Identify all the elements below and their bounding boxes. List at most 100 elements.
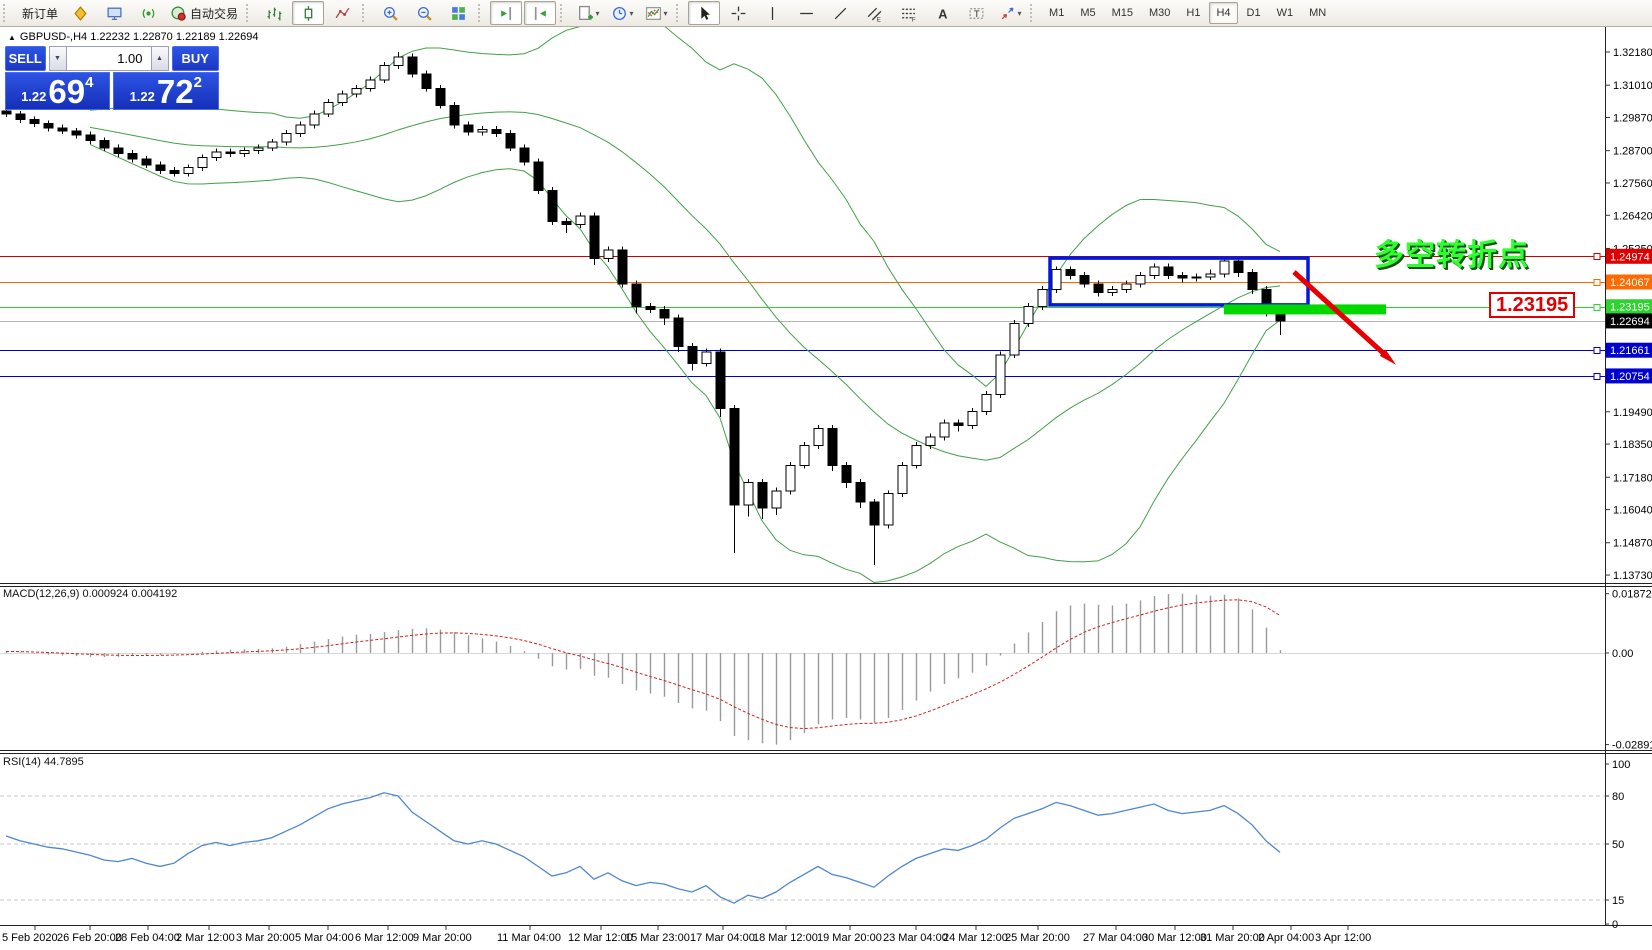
one-click-trading-panel: SELL ▼ ▲ BUY 1.22 69 4 1.22 72 2 xyxy=(5,46,219,110)
toolbar-group-3 xyxy=(373,0,475,26)
svg-text:F: F xyxy=(911,16,915,22)
svg-text:3 Mar 20:00: 3 Mar 20:00 xyxy=(236,932,295,944)
chart-shift-button[interactable] xyxy=(490,1,523,25)
svg-text:1.28700: 1.28700 xyxy=(1613,146,1652,158)
arrows-button[interactable]: ▾ xyxy=(994,1,1026,25)
svg-text:5 Mar 04:00: 5 Mar 04:00 xyxy=(295,932,354,944)
svg-text:1.23195: 1.23195 xyxy=(1610,302,1650,314)
svg-text:1.29870: 1.29870 xyxy=(1613,112,1652,124)
svg-text:1.19490: 1.19490 xyxy=(1613,407,1652,419)
svg-text:1.24974: 1.24974 xyxy=(1610,251,1650,263)
timeframe-m15[interactable]: M15 xyxy=(1111,7,1133,19)
buy-price[interactable]: 1.22 72 2 xyxy=(112,72,219,110)
sell-price-pip: 4 xyxy=(85,74,94,91)
trendline-button[interactable] xyxy=(824,1,856,25)
indicators-button[interactable]: ▾ xyxy=(640,1,672,25)
timeframe-w1[interactable]: W1 xyxy=(1276,7,1294,19)
svg-text:1.26420: 1.26420 xyxy=(1613,210,1652,222)
svg-text:-0.028913: -0.028913 xyxy=(1612,740,1652,752)
line-chart-button[interactable] xyxy=(326,1,358,25)
svg-text:17 Mar 04:00: 17 Mar 04:00 xyxy=(690,932,755,944)
svg-text:1.22694: 1.22694 xyxy=(1610,316,1650,328)
svg-text:5 Feb 2020: 5 Feb 2020 xyxy=(2,932,58,944)
buy-price-pip: 2 xyxy=(193,74,202,91)
svg-text:T: T xyxy=(973,9,979,20)
volume-decrease-button[interactable]: ▼ xyxy=(48,46,67,71)
chart-icon: ▲ xyxy=(8,33,16,42)
channel-button[interactable]: E xyxy=(858,1,890,25)
toolbar-separator xyxy=(676,4,682,22)
sell-price-big: 69 xyxy=(48,73,86,110)
svg-text:23 Mar 04:00: 23 Mar 04:00 xyxy=(883,932,948,944)
timeframe-d1[interactable]: D1 xyxy=(1246,7,1261,19)
tile-windows-button[interactable] xyxy=(442,1,474,25)
new-order-button[interactable]: 新订单 xyxy=(22,6,59,21)
svg-text:27 Mar 04:00: 27 Mar 04:00 xyxy=(1083,932,1148,944)
sell-button[interactable]: SELL xyxy=(5,46,46,71)
support-zone-bar[interactable] xyxy=(1224,304,1386,315)
fibonacci-button[interactable]: F xyxy=(892,1,924,25)
toolbar-group-1: 新订单 自动交易 xyxy=(14,0,243,26)
crosshair-button[interactable] xyxy=(722,1,754,25)
svg-text:50: 50 xyxy=(1612,839,1624,851)
zoom-out-button[interactable] xyxy=(408,1,440,25)
down-arrow[interactable] xyxy=(1292,270,1397,365)
cursor-button[interactable] xyxy=(688,1,721,25)
timeframe-m1[interactable]: M1 xyxy=(1049,7,1065,19)
svg-text:9 Mar 20:00: 9 Mar 20:00 xyxy=(413,932,472,944)
signals-icon[interactable] xyxy=(132,1,164,25)
toolbar-separator xyxy=(560,4,566,22)
periods-button[interactable]: ▾ xyxy=(606,1,638,25)
svg-text:28 Feb 04:00: 28 Feb 04:00 xyxy=(115,932,180,944)
svg-text:1.14870: 1.14870 xyxy=(1613,538,1652,550)
rsi-panel: 100 80 50 15 0 xyxy=(0,759,1630,931)
svg-text:18 Mar 12:00: 18 Mar 12:00 xyxy=(753,932,818,944)
candlestick-chart-button[interactable] xyxy=(292,1,325,25)
buy-price-big: 72 xyxy=(156,73,194,110)
timeframe-h1[interactable]: H1 xyxy=(1186,7,1201,19)
timeframe-h4[interactable]: H4 xyxy=(1209,2,1238,24)
svg-text:0: 0 xyxy=(1612,919,1618,931)
svg-text:2 Mar 12:00: 2 Mar 12:00 xyxy=(176,932,235,944)
price-callout-label[interactable]: 1.23195 xyxy=(1489,292,1576,318)
panel-separators xyxy=(0,27,1652,926)
toolbar-separator xyxy=(478,4,484,22)
svg-text:1.18350: 1.18350 xyxy=(1613,439,1652,451)
new-chart-button[interactable]: ▾ xyxy=(572,1,604,25)
timeframe-m30[interactable]: M30 xyxy=(1149,7,1171,19)
svg-text:19 Mar 20:00: 19 Mar 20:00 xyxy=(817,932,882,944)
sell-price[interactable]: 1.22 69 4 xyxy=(5,72,110,110)
toolbar-group-4 xyxy=(489,0,557,26)
horizontal-line-button[interactable] xyxy=(790,1,822,25)
toolbar-separator xyxy=(362,4,368,22)
timeframe-m5[interactable]: M5 xyxy=(1080,7,1096,19)
turning-point-annotation[interactable]: 多空转折点 xyxy=(1374,239,1529,272)
metaquotes-icon[interactable] xyxy=(64,1,96,25)
svg-text:26 Feb 20:00: 26 Feb 20:00 xyxy=(57,932,122,944)
timeframe-mn[interactable]: MN xyxy=(1309,7,1327,19)
text-label-button[interactable]: T xyxy=(960,1,992,25)
toolbar-separator xyxy=(1030,4,1036,22)
svg-text:12 Mar 12:00: 12 Mar 12:00 xyxy=(568,932,633,944)
toolbar-separator xyxy=(246,4,252,22)
horizontal-price-lines[interactable] xyxy=(0,253,1605,380)
svg-text:E: E xyxy=(876,16,880,22)
volume-increase-button[interactable]: ▲ xyxy=(150,46,169,71)
bar-chart-button[interactable] xyxy=(258,1,290,25)
svg-text:11 Mar 04:00: 11 Mar 04:00 xyxy=(497,932,561,944)
vertical-line-button[interactable] xyxy=(756,1,788,25)
buy-button[interactable]: BUY xyxy=(171,46,219,71)
auto-scroll-button[interactable] xyxy=(524,1,557,25)
rsi-label: RSI(14) 44.7895 xyxy=(3,756,84,768)
sell-price-prefix: 1.22 xyxy=(21,89,47,104)
terminal-icon[interactable] xyxy=(98,1,130,25)
toolbar: 新订单 自动交易 ▾ ▾ ▾ E F A T ▾ M1 M5 M15 M30 H1 H4 D1 W1 MN xyxy=(0,0,1652,27)
text-button[interactable]: A xyxy=(926,1,958,25)
svg-text:0.00: 0.00 xyxy=(1612,648,1633,660)
autotrading-button[interactable]: 自动交易 xyxy=(166,1,242,25)
chart-title: ▲ GBPUSD-,H4 1.22232 1.22870 1.22189 1.22… xyxy=(8,31,258,43)
zoom-in-button[interactable] xyxy=(374,1,406,25)
volume-input[interactable] xyxy=(66,46,151,71)
